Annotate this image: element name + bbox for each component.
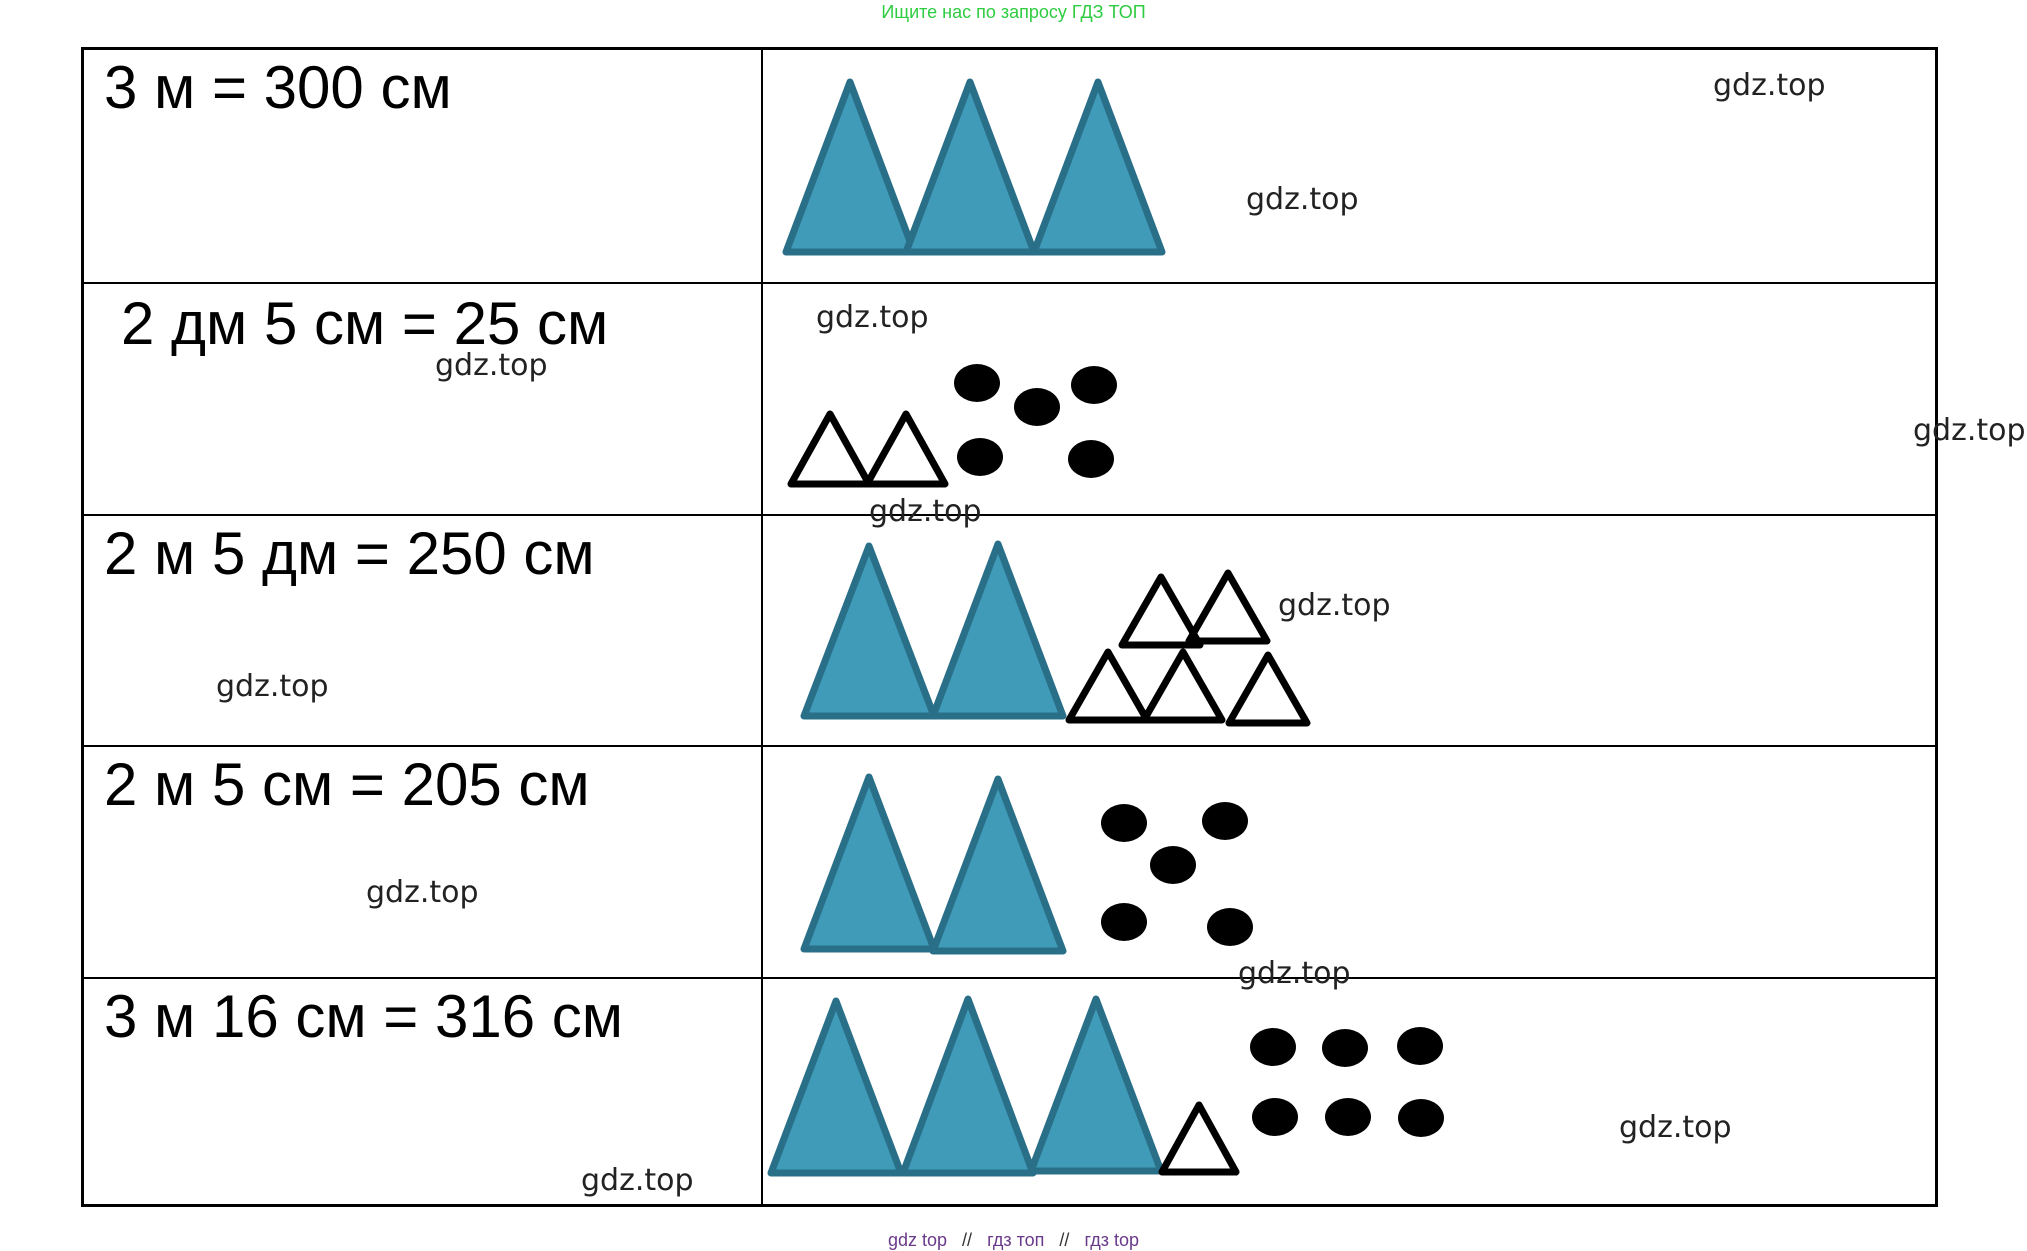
big-triangle xyxy=(782,78,918,256)
row-2-shapes xyxy=(787,364,1117,488)
table-row: 2 м 5 см = 205 см xyxy=(84,745,1935,977)
big-triangle xyxy=(1027,995,1165,1175)
big-triangle xyxy=(800,773,938,953)
footer-links: gdz top // гдз топ // гдз top xyxy=(0,1230,2027,1251)
watermark: gdz.top xyxy=(869,494,982,529)
watermark: gdz.top xyxy=(1913,413,2026,448)
watermark: gdz.top xyxy=(1713,68,1826,103)
dot xyxy=(1101,804,1147,842)
dot xyxy=(954,364,1000,402)
big-triangle xyxy=(929,540,1067,720)
footer-link[interactable]: гдз топ xyxy=(987,1230,1045,1250)
dot xyxy=(1071,366,1117,404)
equation-text: 2 м 5 дм = 250 см xyxy=(104,520,595,587)
table-row: 2 дм 5 см = 25 см xyxy=(84,282,1935,514)
footer-separator: // xyxy=(962,1230,973,1250)
small-triangle xyxy=(1065,648,1151,724)
small-triangle xyxy=(1225,651,1311,727)
row-1-shapes xyxy=(782,78,1166,256)
watermark: gdz.top xyxy=(1246,182,1359,217)
dot xyxy=(1150,846,1196,884)
row-4-shapes xyxy=(800,773,1253,955)
dot xyxy=(957,438,1003,476)
watermark: gdz.top xyxy=(816,300,929,335)
row-5-shapes xyxy=(767,995,1444,1177)
equation-text: 3 м = 300 см xyxy=(104,54,452,121)
table-row: 3 м = 300 см xyxy=(84,50,1935,282)
small-triangle xyxy=(1185,569,1271,645)
row-3-shapes xyxy=(800,540,1311,727)
top-banner: Ищите нас по запросу ГДЗ ТОП xyxy=(881,2,1146,22)
watermark: gdz.top xyxy=(1278,588,1391,623)
big-triangle xyxy=(902,78,1038,256)
equation-text: 2 м 5 см = 205 см xyxy=(104,751,590,818)
dot xyxy=(1325,1098,1371,1136)
dot xyxy=(1202,802,1248,840)
answer-table: 3 м = 300 см 2 дм 5 см = 25 см 2 м 5 дм … xyxy=(81,47,1938,1207)
dot xyxy=(1322,1029,1368,1067)
watermark: gdz.top xyxy=(581,1163,694,1198)
dot xyxy=(1397,1027,1443,1065)
watermark: gdz.top xyxy=(435,348,548,383)
small-triangle xyxy=(787,410,873,488)
column-divider xyxy=(761,50,763,1204)
big-triangle xyxy=(929,775,1067,955)
dot xyxy=(1101,903,1147,941)
dot xyxy=(1252,1098,1298,1136)
dot xyxy=(1068,440,1114,478)
table-row: 2 м 5 дм = 250 см xyxy=(84,514,1935,745)
big-triangle xyxy=(1030,78,1166,256)
footer-link[interactable]: гдз top xyxy=(1084,1230,1139,1250)
equation-text: 2 дм 5 см = 25 см xyxy=(121,290,609,357)
table-row: 3 м 16 см = 316 см xyxy=(84,977,1935,1210)
small-triangle xyxy=(1158,1101,1240,1176)
big-triangle xyxy=(899,995,1037,1177)
footer-separator: // xyxy=(1059,1230,1070,1250)
small-triangle xyxy=(1118,573,1204,649)
watermark: gdz.top xyxy=(366,875,479,910)
dot xyxy=(1398,1099,1444,1137)
watermark: gdz.top xyxy=(216,669,329,704)
watermark: gdz.top xyxy=(1619,1110,1732,1145)
dot xyxy=(1207,908,1253,946)
small-triangle xyxy=(1140,648,1226,724)
small-triangle xyxy=(863,410,949,488)
big-triangle xyxy=(767,997,905,1177)
footer-link[interactable]: gdz top xyxy=(887,1230,948,1250)
big-triangle xyxy=(800,542,938,720)
dot xyxy=(1014,388,1060,426)
watermark: gdz.top xyxy=(1238,956,1351,991)
equation-text: 3 м 16 см = 316 см xyxy=(104,983,624,1050)
dot xyxy=(1250,1028,1296,1066)
